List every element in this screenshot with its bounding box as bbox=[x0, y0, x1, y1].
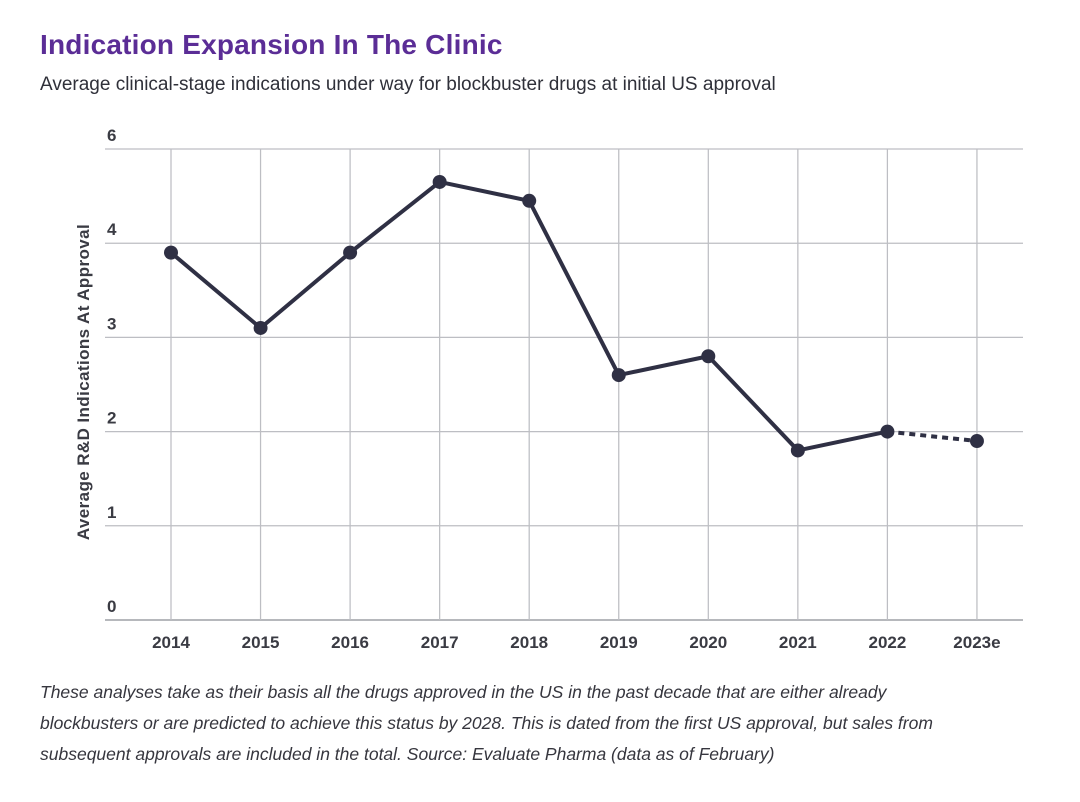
chart-subtitle: Average clinical-stage indications under… bbox=[40, 73, 776, 95]
y-axis-title: Average R&D Indications At Approval bbox=[74, 224, 93, 541]
trend-line-segment bbox=[169, 250, 263, 331]
page-title: Indication Expansion In The Clinic bbox=[40, 29, 503, 60]
x-tick-label: 2017 bbox=[421, 633, 459, 652]
y-tick-label: 2 bbox=[107, 409, 116, 428]
x-tick-label: 2021 bbox=[779, 633, 817, 652]
trend-line-segment bbox=[437, 180, 532, 204]
line-chart: 6 4 3 2 1 0 2014 2015 2016 2017 2018 2019 2020 2021 20… bbox=[105, 126, 1023, 652]
trend-line-segment bbox=[348, 180, 442, 255]
x-tick-label: 2015 bbox=[242, 633, 280, 652]
trend-line-segment bbox=[258, 250, 353, 331]
data-point bbox=[969, 434, 984, 449]
trend-line-segment-forecast bbox=[887, 429, 978, 444]
x-tick-label: 2014 bbox=[152, 633, 190, 652]
y-tick-label: 6 bbox=[107, 126, 116, 145]
data-point bbox=[701, 349, 716, 364]
x-tick-label: 2022 bbox=[868, 633, 906, 652]
trend-line-segment bbox=[795, 429, 890, 453]
page: Indication Expansion In The Clinic Avera… bbox=[0, 29, 1080, 770]
source-note-line: blockbusters or are predicted to achieve… bbox=[40, 713, 933, 734]
source-note-line: subsequent approvals are included in the… bbox=[40, 744, 775, 765]
data-point bbox=[253, 321, 268, 336]
data-point bbox=[611, 368, 626, 383]
x-tick-label: 2020 bbox=[689, 633, 727, 652]
x-tick-label: 2019 bbox=[600, 633, 638, 652]
data-point bbox=[522, 194, 537, 209]
data-point bbox=[790, 443, 805, 458]
y-tick-label: 0 bbox=[107, 597, 116, 616]
trend-line-segment bbox=[706, 354, 800, 453]
source-note: These analyses take as their basis all t… bbox=[40, 677, 1050, 770]
y-tick-label: 3 bbox=[107, 315, 116, 334]
trend-line-segment bbox=[616, 354, 711, 378]
data-point bbox=[880, 424, 895, 439]
chart-area: Average R&D Indications At Approval 6 4 3 2… bbox=[0, 118, 1080, 663]
y-tick-label: 4 bbox=[107, 220, 117, 239]
data-point bbox=[432, 175, 447, 190]
y-tick-label: 1 bbox=[107, 503, 116, 522]
source-note-line: These analyses take as their basis all t… bbox=[40, 682, 887, 703]
trend-line-segment bbox=[527, 199, 621, 378]
data-point bbox=[343, 245, 358, 260]
x-tick-label: 2016 bbox=[331, 633, 369, 652]
x-tick-label: 2018 bbox=[510, 633, 548, 652]
x-tick-label: 2023e bbox=[953, 633, 1000, 652]
data-point bbox=[164, 245, 178, 260]
